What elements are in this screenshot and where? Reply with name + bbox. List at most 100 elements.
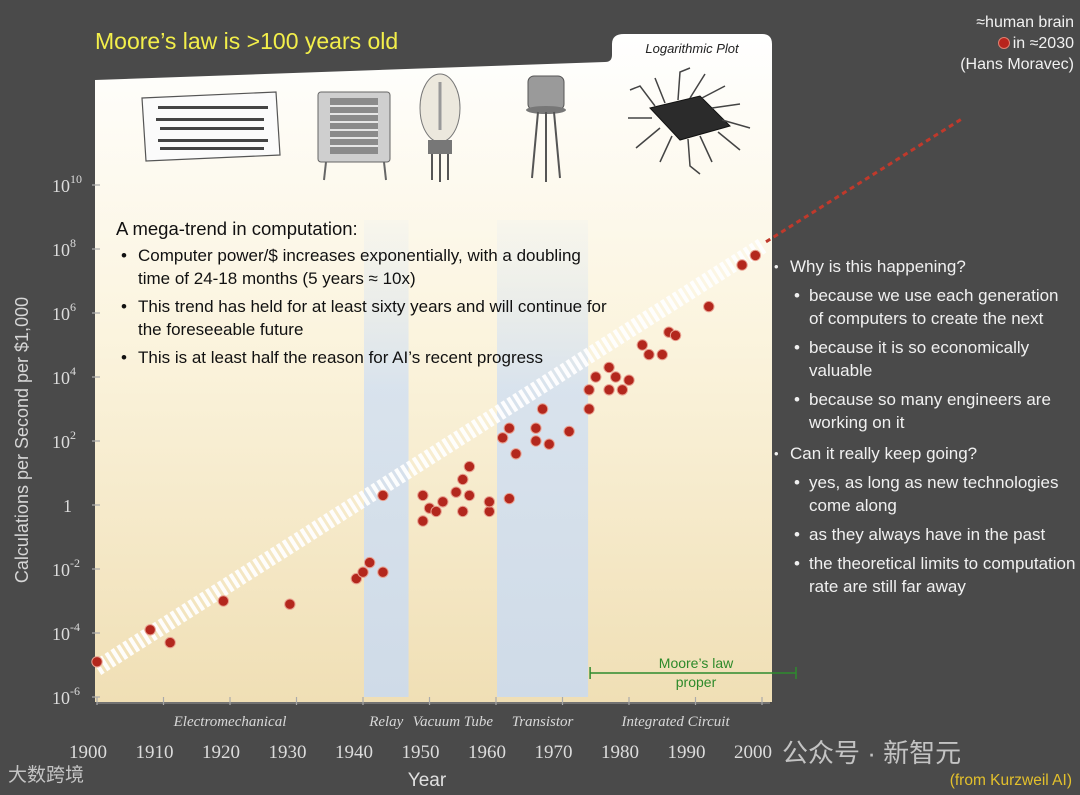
y-axis-label: Calculations per Second per $1,000 bbox=[12, 297, 32, 583]
y-tick-label: 10-6 bbox=[52, 684, 80, 708]
data-point bbox=[616, 384, 629, 396]
mega-trend-bullet: Computer power/$ increases exponentially… bbox=[116, 244, 616, 290]
data-point bbox=[437, 496, 449, 508]
y-tick-exponent: 4 bbox=[70, 364, 76, 378]
data-point bbox=[603, 384, 615, 396]
data-point bbox=[357, 566, 369, 578]
moores-law-bracket bbox=[589, 667, 797, 679]
moores-law-label-line-1: Moore’s law bbox=[658, 655, 734, 671]
slide-title: Moore’s law is >100 years old bbox=[95, 28, 399, 54]
data-point bbox=[503, 492, 515, 505]
data-point bbox=[510, 448, 522, 460]
mega-trend-box: A mega-trend in computation: Computer po… bbox=[116, 217, 616, 374]
keep-going-answer: the theoretical limits to computation ra… bbox=[772, 552, 1076, 598]
y-tick-label: 1 bbox=[63, 496, 72, 516]
data-point bbox=[530, 435, 542, 447]
data-point bbox=[736, 259, 748, 271]
mega-trend-bullet: This is at least half the reason for AI’… bbox=[116, 346, 616, 369]
era-label: Electromechanical bbox=[173, 714, 287, 730]
moores-law-label-line-2: proper bbox=[675, 674, 717, 690]
why-box: Why is this happening? because we use ea… bbox=[772, 255, 1076, 606]
data-point bbox=[483, 496, 496, 508]
projection-dot-icon bbox=[997, 37, 1010, 49]
keep-going-answers: yes, as long as new technologies come al… bbox=[772, 471, 1076, 598]
era-label: Transistor bbox=[512, 714, 574, 730]
y-tick-label: 106 bbox=[52, 300, 76, 324]
x-tick-label: 1910 bbox=[136, 742, 174, 763]
data-point bbox=[217, 595, 230, 607]
punch-card-icon bbox=[141, 91, 281, 162]
data-point bbox=[144, 624, 156, 636]
illustrations bbox=[141, 67, 751, 182]
y-tick-exponent: -2 bbox=[70, 556, 80, 570]
keep-going-answer: yes, as long as new technologies come al… bbox=[772, 471, 1076, 517]
era-label: Vacuum Tube bbox=[413, 714, 494, 730]
why-answer: because so many engineers are working on… bbox=[772, 388, 1076, 434]
data-point bbox=[496, 432, 509, 444]
transistor-icon bbox=[526, 75, 566, 182]
x-tick-label: 1920 bbox=[202, 742, 240, 763]
watermark-bottom-left: 大数跨境 bbox=[8, 765, 85, 786]
x-axis-label: Year bbox=[408, 770, 447, 791]
y-tick-exponent: -6 bbox=[70, 684, 80, 698]
data-point bbox=[536, 403, 549, 415]
x-tick-label: 1930 bbox=[269, 742, 307, 763]
data-point bbox=[583, 384, 595, 396]
watermark: 公众号 · 新智元 bbox=[782, 738, 962, 768]
data-point bbox=[636, 339, 648, 351]
callout-line-2-row: in ≈2030 bbox=[924, 33, 1074, 54]
keep-going-answer: as they always have in the past bbox=[772, 523, 1076, 546]
era-label: Integrated Circuit bbox=[620, 714, 730, 730]
callout-line-3: (Hans Moravec) bbox=[960, 56, 1074, 73]
chip-icon bbox=[628, 67, 751, 175]
why-answer: because we use each generation of comput… bbox=[772, 284, 1076, 330]
question-keep-going: Can it really keep going? bbox=[772, 442, 1076, 465]
era-labels: Electromechanical Relay Vacuum Tube Transis… bbox=[173, 714, 731, 730]
data-point bbox=[430, 505, 442, 518]
y-tick-exponent: 6 bbox=[70, 300, 76, 314]
data-point bbox=[656, 348, 668, 361]
x-tick-label: 2000 bbox=[734, 742, 772, 763]
callout-line-1: ≈human brain bbox=[976, 14, 1074, 31]
callout-line-2: in ≈2030 bbox=[1012, 35, 1074, 52]
x-tick-label: 1950 bbox=[402, 742, 440, 763]
human-brain-callout: ≈human brain in ≈2030 (Hans Moravec) bbox=[924, 12, 1074, 75]
data-point bbox=[457, 505, 469, 518]
extrapolation-dashes bbox=[765, 117, 963, 244]
data-point bbox=[610, 371, 622, 383]
data-point bbox=[463, 460, 476, 473]
data-point bbox=[463, 489, 476, 502]
data-point bbox=[450, 486, 462, 498]
data-point bbox=[643, 348, 655, 361]
data-point bbox=[749, 249, 762, 262]
source-credit: (from Kurzweil AI) bbox=[949, 772, 1072, 789]
y-tick-label: 10-4 bbox=[52, 620, 80, 644]
y-tick-label: 1010 bbox=[52, 172, 82, 196]
data-point bbox=[590, 371, 602, 383]
x-tick-label: 1940 bbox=[335, 742, 373, 763]
x-tick-label: 1990 bbox=[668, 742, 706, 763]
moores-law-label: Moore’s law proper bbox=[640, 654, 752, 692]
data-point bbox=[284, 598, 296, 610]
y-tick-exponent: 8 bbox=[70, 236, 76, 250]
data-point bbox=[363, 556, 376, 569]
data-point bbox=[503, 422, 515, 434]
x-tick-label: 1960 bbox=[468, 742, 506, 763]
data-point bbox=[669, 329, 682, 342]
data-points bbox=[91, 249, 762, 668]
trend-line bbox=[92, 239, 767, 675]
y-tick-exponent: 2 bbox=[70, 428, 76, 442]
data-point bbox=[543, 438, 555, 450]
x-axis-ticks: 1900 1910 1920 1930 1940 1950 1960 1970 1980 1990… bbox=[69, 697, 772, 763]
x-tick-label: 1900 bbox=[69, 742, 107, 763]
data-point bbox=[530, 422, 542, 434]
data-point bbox=[623, 374, 635, 386]
data-point bbox=[563, 425, 575, 438]
data-point bbox=[164, 636, 176, 649]
x-tick-label: 1980 bbox=[601, 742, 639, 763]
trend-band bbox=[92, 239, 767, 675]
extrapolation-line bbox=[765, 117, 963, 244]
x-tick-label: 1970 bbox=[535, 742, 573, 763]
data-point bbox=[377, 489, 389, 502]
